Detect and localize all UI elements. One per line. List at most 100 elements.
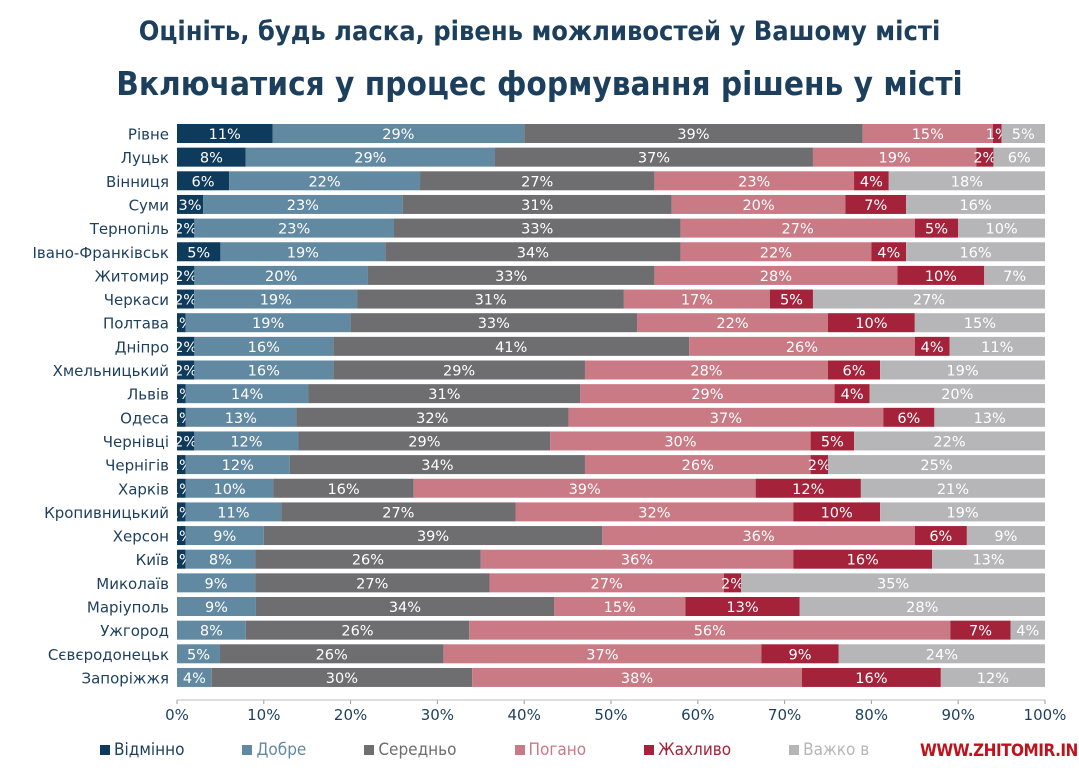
category-label: Полтава (103, 315, 169, 333)
category-label: Львів (127, 386, 169, 404)
data-label: 4% (860, 174, 883, 190)
data-label: 31% (475, 293, 507, 309)
data-label: 24% (926, 647, 958, 663)
data-label: 22% (716, 316, 748, 332)
data-label: 5% (1012, 127, 1035, 143)
data-label: 15% (604, 600, 636, 616)
bar-segment (950, 620, 1011, 640)
bar-segment (289, 455, 585, 475)
bar-segment (255, 573, 490, 593)
bar-segment (554, 597, 686, 616)
bar-segment (255, 549, 481, 569)
data-label: 29% (354, 151, 386, 167)
data-label: 9% (205, 600, 228, 616)
data-label: 6% (929, 529, 952, 545)
category-label: Ужгород (100, 622, 169, 640)
bar-segment (177, 597, 256, 616)
watermark: WWW.ZHITOMIR.INFO (920, 741, 1079, 761)
data-label: 26% (316, 647, 348, 663)
legend-label: Відмінно (114, 740, 185, 760)
bar-segment (723, 573, 742, 593)
data-label: 27% (356, 576, 388, 592)
bar-segment (211, 667, 473, 687)
data-label: 32% (638, 505, 670, 521)
data-label: 13% (974, 411, 1006, 427)
category-label: Маріуполь (87, 599, 169, 617)
bar-segment (494, 147, 813, 167)
data-label: 7% (864, 198, 887, 214)
bar-segment (194, 336, 334, 356)
bar-segment (177, 407, 186, 427)
data-label: 7% (969, 624, 992, 640)
bar-segment (194, 265, 368, 285)
data-label: 4% (183, 671, 206, 687)
bar-segment (177, 455, 186, 475)
data-label: 23% (287, 198, 319, 214)
data-label: 26% (682, 458, 714, 474)
bar-segment (185, 313, 351, 333)
bar-segment (255, 597, 555, 616)
data-label: 6% (843, 364, 866, 380)
legend-item: Жахливо (644, 740, 731, 760)
bar-segment (177, 549, 186, 569)
data-label: 38% (621, 671, 653, 687)
bar-segment (793, 502, 881, 522)
data-label: 26% (341, 624, 373, 640)
bar-segment (420, 171, 655, 191)
data-label: 6% (897, 411, 920, 427)
data-label: 35% (877, 576, 909, 592)
data-label: 3% (179, 198, 202, 214)
data-label: 8% (209, 553, 232, 569)
bar-segment (524, 124, 863, 143)
category-label: Миколаїв (96, 575, 169, 593)
data-label: 27% (521, 174, 553, 190)
bar-segment (888, 171, 1045, 191)
data-label: 17% (681, 293, 713, 309)
bar-segment (177, 265, 195, 285)
legend-item: Середньо (364, 740, 457, 760)
bar-segment (568, 407, 884, 427)
bar-segment (177, 431, 195, 451)
data-label: 10% (213, 482, 245, 498)
bar-segment (869, 384, 1045, 404)
data-label: 26% (352, 553, 384, 569)
data-label: 12% (792, 482, 824, 498)
data-label: 19% (260, 293, 292, 309)
bar-segment (984, 265, 1045, 285)
bar-segment (177, 360, 195, 380)
data-label: 11% (217, 505, 249, 521)
bar-segment (333, 360, 585, 380)
data-label: 13% (972, 553, 1004, 569)
data-label: 29% (408, 434, 440, 450)
legend-label: Середньо (378, 740, 457, 760)
legend-item: Погано (514, 740, 586, 760)
bar-segment (602, 526, 915, 546)
data-label: 16% (248, 340, 280, 356)
x-tick-label: 20% (334, 706, 367, 724)
bar-segment (685, 597, 800, 616)
data-label: 15% (912, 127, 944, 143)
bar-segment (177, 194, 204, 214)
data-label: 28% (760, 269, 792, 285)
bar-segment (469, 620, 951, 640)
x-tick-label: 100% (1024, 706, 1067, 724)
bar-segment (177, 620, 246, 640)
bar-segment (177, 171, 230, 191)
data-label: 2% (174, 269, 197, 285)
data-label: 37% (638, 151, 670, 167)
bar-segment (177, 313, 186, 333)
data-label: 20% (941, 387, 973, 403)
category-label: Рівне (128, 126, 169, 144)
bar-segment (992, 124, 1002, 143)
data-label: 8% (200, 151, 223, 167)
category-label: Кропивницький (44, 504, 169, 522)
bar-segment (940, 667, 1045, 687)
data-label: 2% (174, 293, 197, 309)
data-label: 4% (841, 387, 864, 403)
x-tick-label: 40% (508, 706, 541, 724)
bar-segment (272, 124, 525, 143)
legend: Відмінно Добре Середньо Погано Жахливо Важко … (100, 740, 869, 760)
bar-segment (367, 265, 655, 285)
x-tick-label: 90% (942, 706, 975, 724)
data-label: 28% (690, 364, 722, 380)
